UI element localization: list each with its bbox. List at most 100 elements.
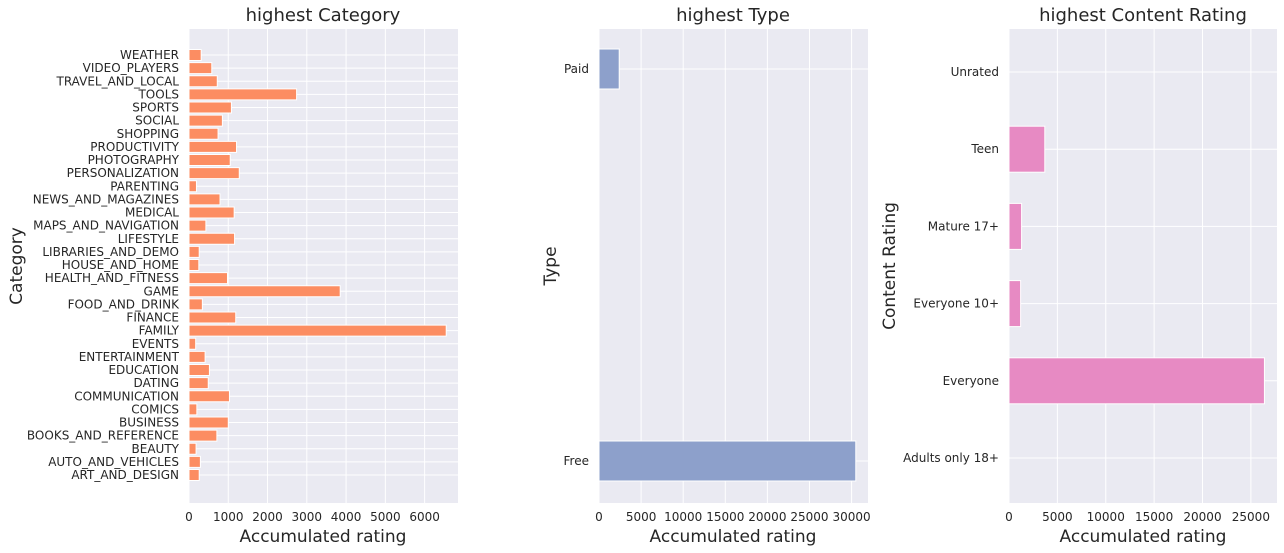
bar-photography (188, 154, 231, 166)
bar-medical (188, 206, 235, 219)
bar-mature-17 (1008, 202, 1023, 250)
y-tick-label-game: GAME (144, 284, 179, 298)
y-tick-label-social: SOCIAL (135, 114, 179, 128)
bar-travel-and-local (188, 75, 218, 88)
bar-teen (1008, 125, 1046, 173)
y-tick-label-health-and-fitness: HEALTH_AND_FITNESS (45, 271, 179, 285)
x-axis-label-content-rating: Accumulated rating (1060, 527, 1227, 547)
x-tick-label: 2000 (252, 510, 283, 524)
x-tick-label: 0 (1005, 510, 1013, 524)
y-tick-label-house-and-home: HOUSE_AND_HOME (62, 258, 179, 272)
bar-dating (188, 377, 209, 390)
x-tick-label: 6000 (409, 510, 440, 524)
bar-family (188, 324, 447, 337)
y-tick-label-communication: COMMUNICATION (74, 389, 179, 403)
y-tick-label-parenting: PARENTING (110, 179, 179, 193)
y-tick-label-dating: DATING (134, 376, 179, 390)
y-tick-label-libraries-and-demo: LIBRARIES_AND_DEMO (42, 245, 179, 259)
x-tick-label: 3000 (292, 510, 323, 524)
x-tick-label: 15000 (706, 510, 744, 524)
y-tick-label-mature-17: Mature 17+ (928, 219, 999, 233)
x-tick-label: 15000 (1135, 510, 1173, 524)
x-tick-label: 4000 (331, 510, 362, 524)
y-tick-label-photography: PHOTOGRAPHY (88, 153, 180, 167)
bar-beauty (188, 442, 197, 455)
x-tick-label: 30000 (832, 510, 870, 524)
y-tick-label-finance: FINANCE (126, 311, 179, 325)
y-tick-label-sports: SPORTS (132, 101, 179, 115)
x-tick-label: 10000 (664, 510, 702, 524)
y-tick-label-books-and-reference: BOOKS_AND_REFERENCE (27, 429, 179, 443)
y-tick-label-tools: TOOLS (137, 87, 179, 101)
bar-free (598, 440, 857, 482)
bar-weather (188, 49, 202, 61)
chart-content-rating: Adults only 18+ Everyone Everyone 10+ Matur… (880, 5, 1277, 547)
x-tick-label: 1000 (213, 510, 244, 524)
x-tick-label: 25000 (1232, 510, 1270, 524)
bar-shopping (188, 127, 219, 140)
bar-video-players (188, 62, 213, 75)
chart-title-content-rating: highest Content Rating (1039, 5, 1247, 26)
y-tick-label-news-and-magazines: NEWS_AND_MAGAZINES (33, 192, 179, 206)
y-tick-label-art-and-design: ART_AND_DESIGN (71, 468, 179, 482)
y-tick-label-productivity: PRODUCTIVITY (90, 140, 179, 154)
bar-food-and-drink (188, 298, 203, 311)
x-tick-label: 5000 (1042, 510, 1073, 524)
y-tick-label-medical: MEDICAL (125, 206, 179, 220)
y-tick-label-travel-and-local: TRAVEL_AND_LOCAL (55, 74, 179, 88)
bar-sports (188, 101, 232, 114)
bar-productivity (188, 140, 238, 153)
x-tick-label: 5000 (626, 510, 657, 524)
bar-events (188, 337, 197, 350)
y-tick-label-food-and-drink: FOOD_AND_DRINK (68, 297, 181, 311)
y-tick-label-family: FAMILY (139, 324, 180, 338)
y-tick-label-video-players: VIDEO_PLAYERS (83, 61, 179, 75)
plot-area-type (599, 29, 868, 503)
y-axis-label-content-rating: Content Rating (880, 202, 900, 330)
y-tick-label-free: Free (564, 454, 589, 468)
x-tick-label: 20000 (748, 510, 786, 524)
y-tick-label-beauty: BEAUTY (132, 442, 180, 456)
y-tick-label-shopping: SHOPPING (117, 127, 179, 141)
bar-parenting (188, 180, 197, 193)
y-tick-label-auto-and-vehicles: AUTO_AND_VEHICLES (48, 455, 179, 469)
x-tick-label: 20000 (1183, 510, 1221, 524)
bar-comics (188, 403, 198, 416)
bar-entertainment (188, 350, 206, 363)
bar-art-and-design (188, 469, 200, 481)
bar-news-and-magazines (188, 193, 221, 206)
y-tick-label-paid: Paid (564, 62, 589, 76)
x-tick-label: 0 (595, 510, 603, 524)
x-axis-label-type: Accumulated rating (650, 527, 817, 547)
y-tick-label-everyone: Everyone (943, 374, 999, 388)
bar-education (188, 364, 210, 376)
bar-game (188, 285, 341, 298)
bar-social (188, 114, 223, 127)
y-tick-label-adults-only-18: Adults only 18+ (903, 451, 999, 465)
bar-everyone-10 (1008, 280, 1022, 328)
bar-tools (188, 88, 298, 101)
chart-category: ART_AND_DESIGNAUTO_AND_VEHICLESBEAUTYBOO… (7, 5, 458, 547)
x-tick-label: 10000 (1087, 510, 1125, 524)
y-tick-label-entertainment: ENTERTAINMENT (79, 350, 180, 364)
x-tick-label: 25000 (790, 510, 828, 524)
chart-title-category: highest Category (246, 5, 401, 26)
bar-auto-and-vehicles (188, 455, 201, 468)
y-tick-label-personalization: PERSONALIZATION (67, 166, 179, 180)
x-tick-label: 5000 (370, 510, 401, 524)
bar-personalization (188, 167, 240, 180)
y-tick-label-unrated: Unrated (951, 65, 999, 79)
y-tick-label-education: EDUCATION (108, 363, 179, 377)
bar-paid (598, 48, 620, 90)
y-tick-label-lifestyle: LIFESTYLE (118, 232, 179, 246)
chart-title-type: highest Type (676, 5, 790, 26)
bar-business (188, 416, 229, 429)
bar-finance (188, 311, 237, 324)
bar-health-and-fitness (188, 272, 228, 285)
bar-books-and-reference (188, 429, 218, 442)
y-tick-label-business: BUSINESS (119, 416, 179, 430)
y-axis-label-category: Category (7, 227, 27, 305)
bar-everyone (1008, 357, 1265, 405)
